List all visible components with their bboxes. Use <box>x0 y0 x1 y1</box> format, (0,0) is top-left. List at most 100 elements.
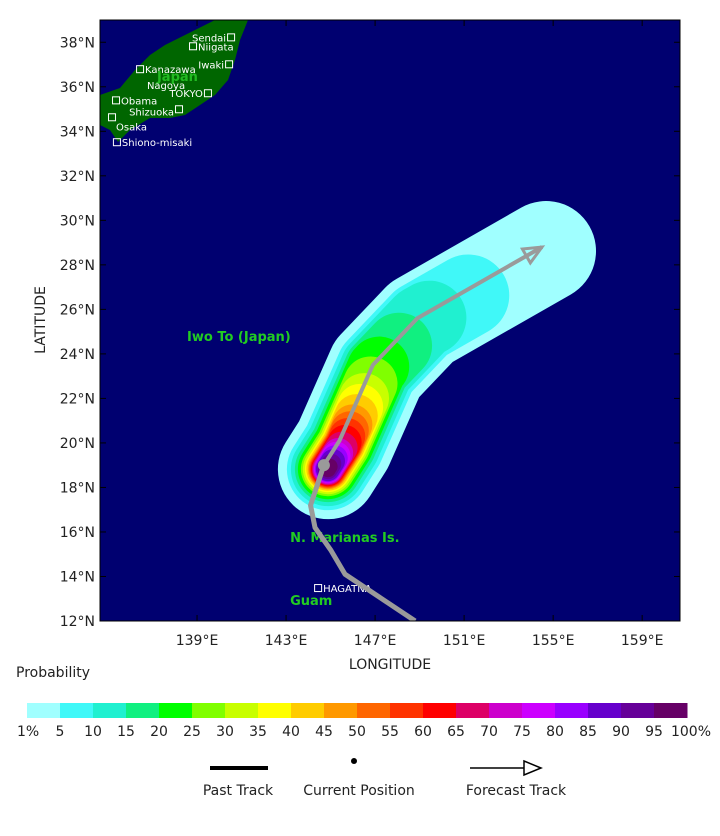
colorbar-segment <box>27 703 61 718</box>
x-tick-label: 155°E <box>532 633 575 649</box>
forecast-track <box>322 245 544 467</box>
city-label: Osaka <box>116 122 147 133</box>
y-tick-label: 24°N <box>60 347 95 363</box>
y-tick-label: 16°N <box>60 525 95 541</box>
city-label: Obama <box>121 96 157 107</box>
city-label: Iwaki <box>198 60 224 71</box>
city-marker <box>136 65 145 74</box>
current-position <box>317 459 330 472</box>
colorbar-label: 45 <box>315 724 333 740</box>
colorbar-segment <box>192 703 226 718</box>
city-marker <box>112 96 121 105</box>
map-frame <box>99 19 681 622</box>
x-tick-label: 139°E <box>176 633 219 649</box>
probability-swath <box>277 201 597 520</box>
legend-label: Current Position <box>303 783 415 799</box>
x-tick-label: 151°E <box>443 633 486 649</box>
city-marker <box>203 89 212 98</box>
colorbar-segment <box>390 703 424 718</box>
x-axis-label: LONGITUDE <box>349 657 431 673</box>
city-marker <box>189 42 198 51</box>
colorbar-segment <box>324 703 358 718</box>
colorbar-label: 100% <box>671 724 711 740</box>
place-label: Japan <box>156 70 198 85</box>
colorbar-label: 75 <box>513 724 531 740</box>
city-marker <box>108 113 117 122</box>
city-label: TOKYO <box>168 89 203 100</box>
colorbar-segment <box>225 703 259 718</box>
colorbar-label: 70 <box>480 724 498 740</box>
legend-label: Forecast Track <box>466 783 567 799</box>
colorbar-label: 15 <box>117 724 135 740</box>
city-label: Sendai <box>192 33 226 44</box>
past-track <box>308 464 417 621</box>
colorbar-label: 80 <box>546 724 564 740</box>
city-label: HAGATNA <box>323 584 372 595</box>
x-tick-label: 143°E <box>265 633 308 649</box>
y-tick-label: 30°N <box>60 213 95 229</box>
city-label: Shiono-misaki <box>122 138 192 149</box>
y-tick-label: 18°N <box>60 480 95 496</box>
city-marker <box>175 105 184 114</box>
place-label: Iwo To (Japan) <box>187 330 291 345</box>
y-tick-label: 20°N <box>60 436 95 452</box>
colorbar-label: 90 <box>612 724 630 740</box>
colorbar-segment <box>258 703 292 718</box>
x-tick-label: 147°E <box>354 633 397 649</box>
place-label: N. Marianas Is. <box>290 531 400 546</box>
colorbar-label: 40 <box>282 724 300 740</box>
y-tick-label: 14°N <box>60 569 95 585</box>
colorbar-segment <box>357 703 391 718</box>
colorbar-segment <box>489 703 523 718</box>
colorbar-label: 25 <box>183 724 201 740</box>
city-label: Kanazawa <box>145 65 196 76</box>
y-tick-label: 12°N <box>60 614 95 630</box>
y-axis-label: LATITUDE <box>33 286 49 354</box>
y-tick-label: 28°N <box>60 258 95 274</box>
colorbar-title: Probability <box>16 665 90 681</box>
city-marker <box>227 33 236 42</box>
city-label: Niigata <box>198 42 234 53</box>
colorbar-label: 5 <box>56 724 65 740</box>
legend-label: Past Track <box>203 783 274 799</box>
y-tick-label: 38°N <box>60 35 95 51</box>
city-marker <box>225 60 234 69</box>
city-marker <box>112 138 121 147</box>
y-tick-label: 34°N <box>60 124 95 140</box>
colorbar-segment <box>423 703 457 718</box>
place-label: Nagoya <box>147 81 185 92</box>
colorbar-label: 1% <box>17 724 39 740</box>
colorbar-segment <box>291 703 325 718</box>
y-tick-label: 26°N <box>60 302 95 318</box>
colorbar-label: 85 <box>579 724 597 740</box>
colorbar-segment <box>555 703 589 718</box>
colorbar-label: 95 <box>645 724 663 740</box>
colorbar-label: 35 <box>249 724 267 740</box>
colorbar-segment <box>621 703 655 718</box>
land <box>100 20 248 142</box>
colorbar-label: 30 <box>216 724 234 740</box>
y-tick-label: 36°N <box>60 80 95 96</box>
colorbar-segment <box>522 703 556 718</box>
colorbar-label: 65 <box>447 724 465 740</box>
forecast-arrowhead <box>519 245 546 266</box>
colorbar-segment <box>159 703 193 718</box>
colorbar-label: 55 <box>381 724 399 740</box>
colorbar-label: 60 <box>414 724 432 740</box>
place-label: Guam <box>290 594 332 609</box>
colorbar-segment <box>60 703 94 718</box>
legend-current-position-symbol <box>351 758 357 764</box>
colorbar-label: 20 <box>150 724 168 740</box>
city-label: Shizuoka <box>129 107 174 118</box>
y-tick-label: 22°N <box>60 391 95 407</box>
legend-forecast-arrow <box>523 759 543 777</box>
city-marker <box>314 584 323 593</box>
colorbar-segment <box>126 703 160 718</box>
colorbar-segment <box>588 703 622 718</box>
x-tick-label: 159°E <box>621 633 664 649</box>
colorbar-segment <box>654 703 688 718</box>
y-tick-label: 32°N <box>60 169 95 185</box>
